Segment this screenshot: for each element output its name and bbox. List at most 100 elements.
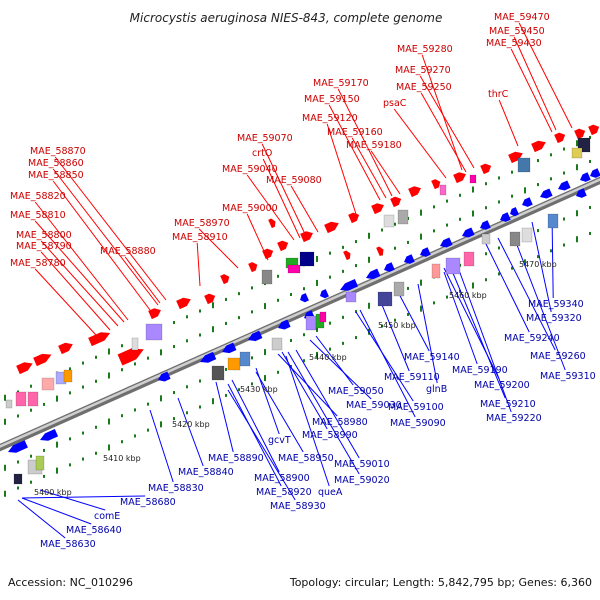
forward-gene-label: MAE_58780 bbox=[10, 258, 66, 269]
tick-mark bbox=[225, 393, 227, 397]
tick-mark bbox=[134, 434, 136, 438]
reverse-gene-label: MAE_59110 bbox=[384, 372, 440, 383]
forward-gene-label: MAE_59180 bbox=[346, 140, 402, 151]
forward-gene-leader bbox=[34, 201, 129, 321]
reverse-gene-arrow bbox=[320, 289, 329, 299]
forward-gene-arrow bbox=[220, 274, 230, 285]
forward-gene-leader bbox=[337, 88, 393, 197]
tick-mark bbox=[342, 315, 344, 319]
tick-mark bbox=[563, 217, 565, 221]
forward-gene-arrow bbox=[176, 297, 191, 310]
reverse-gene-label: MAE_58950 bbox=[278, 453, 334, 464]
tick-mark bbox=[498, 200, 500, 204]
reverse-gene-arrow bbox=[366, 268, 381, 280]
tick-mark bbox=[82, 361, 84, 365]
reverse-gene-leader bbox=[287, 351, 360, 475]
reverse-gene-leader bbox=[215, 381, 234, 453]
forward-gene-label: MAE_58880 bbox=[100, 246, 156, 257]
tick-mark bbox=[56, 467, 58, 474]
reverse-gene-label: MAE_59190 bbox=[452, 365, 508, 376]
forward-gene-leader bbox=[393, 108, 447, 179]
forward-gene-arrow bbox=[376, 246, 384, 257]
reverse-gene-leader bbox=[227, 389, 296, 501]
tick-mark bbox=[537, 255, 539, 259]
tick-mark bbox=[303, 333, 305, 337]
reverse-gene-leader bbox=[255, 371, 304, 453]
tick-mark bbox=[134, 408, 136, 412]
forward-gene-arrow bbox=[348, 212, 360, 224]
tick-mark bbox=[550, 249, 552, 253]
tick-mark bbox=[329, 347, 331, 351]
tick-mark bbox=[446, 199, 448, 203]
forward-gene-leader bbox=[54, 156, 167, 301]
tick-mark bbox=[342, 341, 344, 345]
feature-block bbox=[5, 399, 13, 409]
reverse-gene-arrow bbox=[480, 220, 491, 230]
forward-gene-arrow bbox=[324, 221, 339, 234]
forward-gene-label: MAE_59430 bbox=[486, 38, 542, 49]
forward-gene-leader bbox=[326, 123, 357, 215]
reverse-gene-label: MAE_59090 bbox=[390, 418, 446, 429]
tick-mark bbox=[30, 480, 32, 484]
tick-mark bbox=[199, 405, 201, 409]
tick-mark bbox=[264, 303, 266, 310]
forward-gene-label: MAE_58820 bbox=[10, 191, 66, 202]
kbp-label: 5400 kbp bbox=[34, 488, 72, 497]
feature-block bbox=[287, 264, 301, 274]
feature-block bbox=[481, 233, 491, 245]
forward-gene-arrow bbox=[588, 124, 600, 136]
tick-mark bbox=[303, 359, 305, 363]
reverse-gene-leader bbox=[309, 339, 372, 400]
tick-mark bbox=[537, 159, 539, 163]
tick-mark bbox=[108, 348, 110, 355]
tick-mark bbox=[186, 315, 188, 319]
forward-gene-leader bbox=[124, 256, 161, 304]
kbp-label: 5420 kbp bbox=[172, 420, 210, 429]
reverse-gene-leader bbox=[485, 243, 530, 333]
feature-block bbox=[397, 209, 409, 225]
reverse-gene-leader bbox=[455, 261, 512, 413]
reverse-gene-label: MAE_59100 bbox=[388, 402, 444, 413]
forward-gene-label: psaC bbox=[383, 98, 407, 109]
forward-gene-leader bbox=[196, 242, 201, 287]
feature-block bbox=[439, 184, 447, 196]
forward-gene-label: MAE_58970 bbox=[174, 218, 230, 229]
feature-block bbox=[299, 251, 315, 267]
forward-gene-arrow bbox=[268, 218, 276, 229]
tick-mark bbox=[576, 140, 578, 147]
reverse-gene-label: MAE_59320 bbox=[526, 313, 582, 324]
tick-mark bbox=[134, 362, 136, 366]
tick-mark bbox=[498, 246, 500, 250]
reverse-gene-leader bbox=[531, 221, 552, 313]
tick-mark bbox=[485, 278, 487, 282]
feature-block bbox=[445, 257, 461, 275]
reverse-gene-label: MAE_58920 bbox=[256, 487, 312, 498]
tick-mark bbox=[485, 252, 487, 256]
forward-gene-arrow bbox=[16, 362, 33, 375]
reverse-gene-leader bbox=[285, 355, 330, 487]
tick-mark bbox=[121, 440, 123, 444]
summary-text: Topology: circular; Length: 5,842,795 bp… bbox=[289, 576, 592, 589]
tick-mark bbox=[394, 222, 396, 226]
reverse-gene-leader bbox=[315, 335, 354, 386]
forward-gene-label: MAE_59270 bbox=[395, 65, 451, 76]
forward-gene-arrow bbox=[58, 342, 73, 355]
tick-mark bbox=[368, 302, 370, 309]
feature-block bbox=[571, 147, 583, 159]
feature-block bbox=[383, 214, 395, 228]
tick-mark bbox=[329, 321, 331, 325]
tick-mark bbox=[407, 312, 409, 316]
reverse-gene-leader bbox=[177, 397, 204, 467]
feature-block bbox=[377, 291, 393, 307]
forward-gene-label: MAE_59170 bbox=[313, 78, 369, 89]
reverse-gene-leader bbox=[39, 489, 106, 511]
tick-mark bbox=[95, 451, 97, 455]
reverse-gene-leader bbox=[149, 409, 174, 483]
tick-mark bbox=[225, 297, 227, 301]
tick-mark bbox=[511, 194, 513, 198]
forward-gene-arrow bbox=[531, 140, 546, 153]
forward-gene-arrow bbox=[390, 196, 402, 208]
reverse-gene-arrow bbox=[558, 180, 571, 191]
reverse-gene-label: MAE_58640 bbox=[66, 525, 122, 536]
reverse-gene-label: MAE_58980 bbox=[312, 417, 368, 428]
